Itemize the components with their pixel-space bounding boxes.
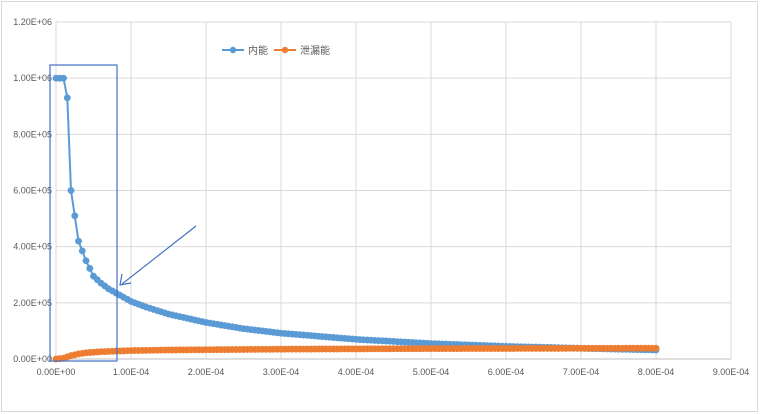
legend-label: 泄漏能 — [300, 44, 330, 57]
highlight-box — [49, 64, 118, 362]
data-point — [60, 74, 67, 82]
x-tick-label: 9.00E-04 — [713, 367, 750, 377]
x-tick-label: 0.00E+00 — [37, 367, 76, 377]
legend-marker — [281, 46, 289, 54]
arrow-head — [119, 273, 132, 286]
y-tick-label: 6.00E+05 — [13, 186, 52, 196]
y-tick-label: 8.00E+05 — [13, 129, 52, 139]
x-tick-label: 2.00E-04 — [188, 367, 225, 377]
x-tick-label: 1.00E-04 — [113, 367, 150, 377]
x-tick-label: 6.00E-04 — [488, 367, 525, 377]
legend-label: 内能 — [248, 44, 268, 57]
legend: 内能 泄漏能 — [222, 44, 330, 57]
y-tick-label: 4.00E+05 — [13, 242, 52, 252]
x-tick-label: 7.00E-04 — [563, 367, 600, 377]
data-point — [67, 187, 75, 194]
annotations — [49, 64, 197, 362]
legend-item: 内能 — [222, 44, 268, 57]
data-point — [652, 344, 660, 352]
x-tick-label: 4.00E-04 — [338, 367, 375, 377]
data-point — [86, 264, 94, 272]
axes: 0.00E+00 1.00E-04 2.00E-04 3.00E-04 4.00E-04… — [13, 17, 749, 377]
series-layer — [52, 74, 660, 363]
y-tick-label: 0.00E+00 — [13, 354, 52, 364]
x-tick-label: 8.00E-04 — [638, 367, 675, 377]
y-tick-label: 1.00E+06 — [13, 73, 52, 83]
annotation-arrow — [121, 225, 197, 285]
data-point — [82, 257, 90, 265]
grid — [56, 21, 732, 359]
y-tick-label: 1.20E+06 — [13, 17, 52, 27]
data-point — [78, 247, 86, 255]
data-point — [71, 212, 79, 220]
legend-item: 泄漏能 — [274, 44, 330, 57]
y-tick-label: 2.00E+05 — [13, 298, 52, 308]
x-tick-label: 3.00E-04 — [263, 367, 300, 377]
series-leakage-energy — [52, 344, 660, 363]
x-tick-label: 5.00E-04 — [413, 367, 450, 377]
data-point — [75, 237, 82, 245]
legend-marker — [229, 46, 237, 54]
data-point — [63, 94, 71, 102]
